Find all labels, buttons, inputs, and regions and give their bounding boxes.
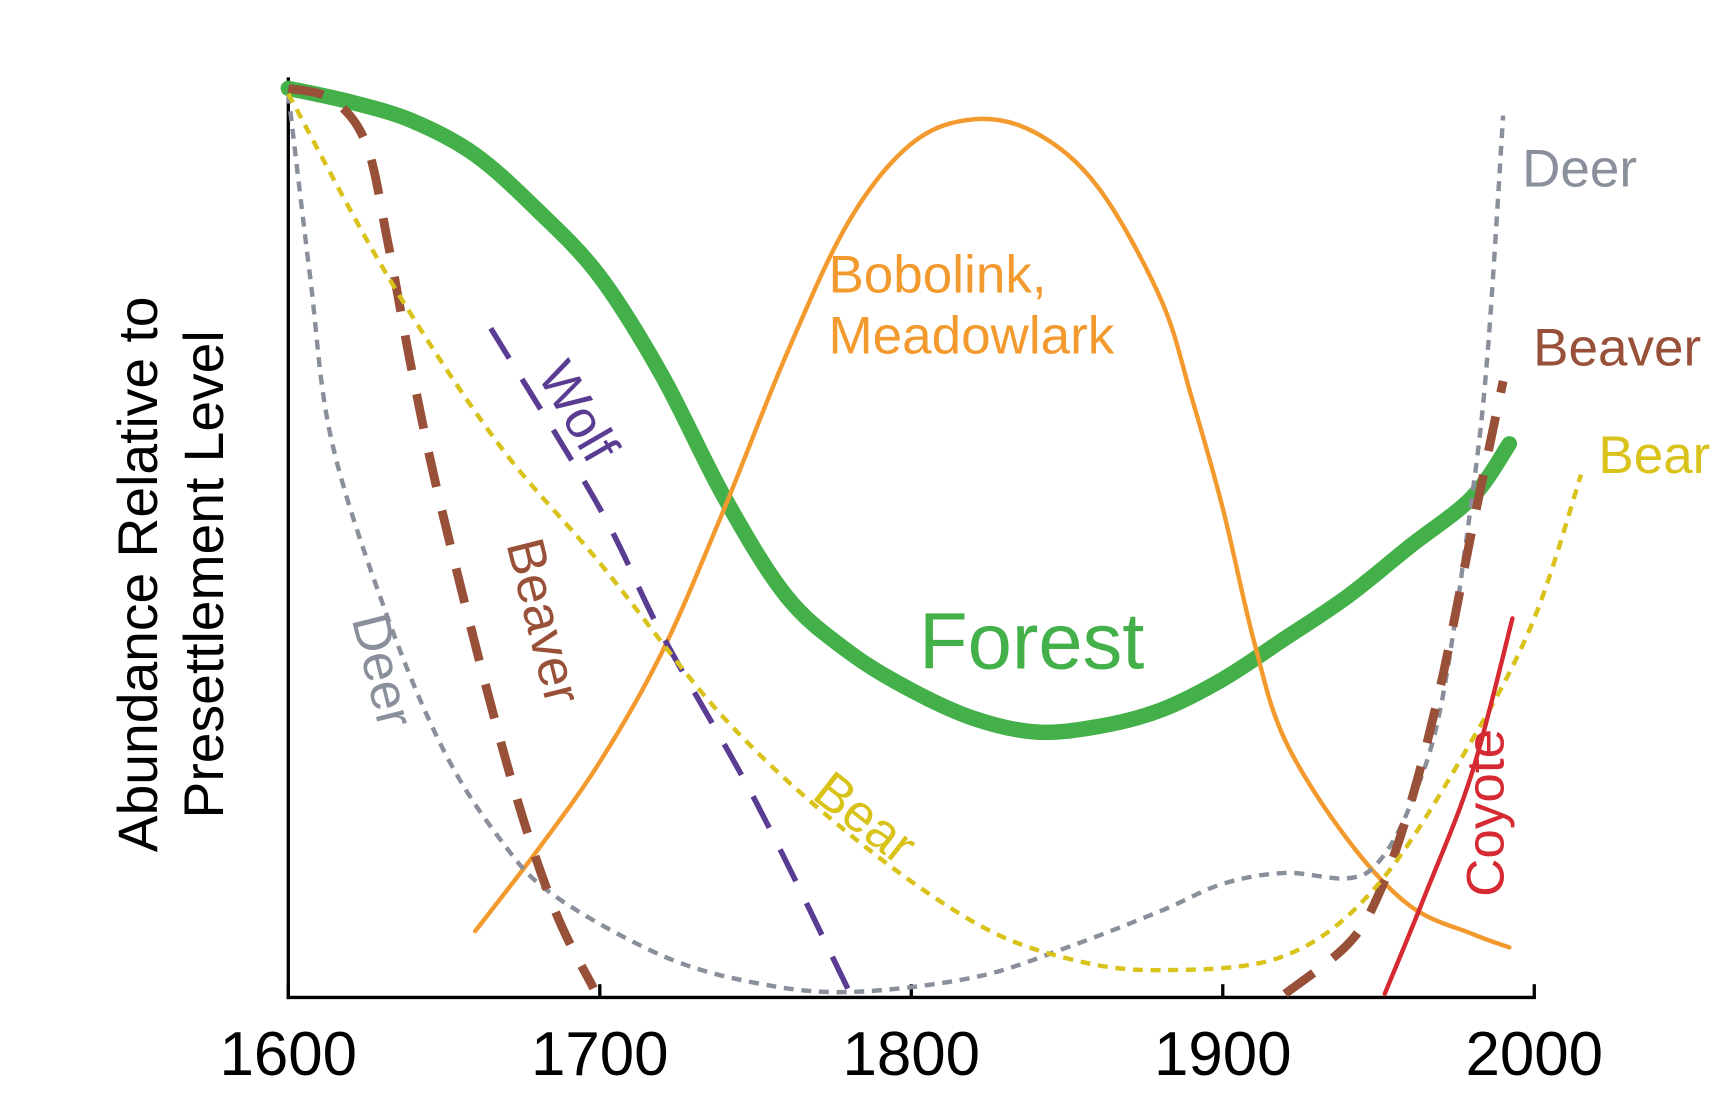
series-line [280,80,1518,741]
series-label: Forest [919,597,1145,686]
series-label: Bobolink, Meadowlark [828,246,1115,366]
series-label: Coyote [1456,728,1516,897]
x-tick-label: 1900 [1154,1020,1292,1089]
x-tick-label: 1800 [842,1020,980,1089]
series-line [488,326,852,993]
series-label: Deer [1522,140,1638,199]
series-label: Beaver [1533,319,1702,378]
series-line [287,84,1508,998]
x-tick-label: 1600 [220,1020,358,1089]
x-tick-label: 1700 [531,1020,669,1089]
series-label: Bear [1598,426,1711,485]
x-tick-label: 2000 [1465,1020,1603,1089]
series-line [472,116,1512,950]
y-axis-label: Abundance Relative to Presettlement Leve… [107,296,236,853]
series-line [286,92,1584,973]
series-line [1382,616,1515,997]
